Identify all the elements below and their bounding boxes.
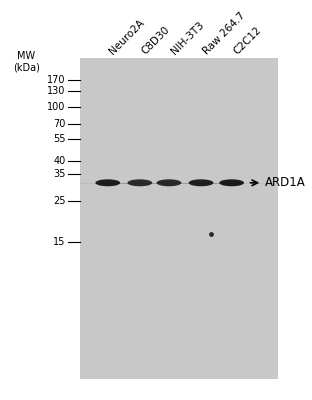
Text: 130: 130 — [47, 86, 66, 96]
Ellipse shape — [127, 179, 152, 186]
Ellipse shape — [189, 179, 213, 186]
Text: NIH-3T3: NIH-3T3 — [169, 20, 206, 56]
Text: Neuro2A: Neuro2A — [108, 18, 147, 56]
Text: 35: 35 — [53, 169, 66, 179]
Text: ARD1A: ARD1A — [265, 176, 306, 189]
Text: 40: 40 — [53, 156, 66, 166]
Text: 25: 25 — [53, 196, 66, 206]
Text: C2C12: C2C12 — [232, 25, 263, 56]
Text: MW
(kDa): MW (kDa) — [13, 50, 40, 72]
Text: 70: 70 — [53, 119, 66, 129]
Ellipse shape — [219, 179, 244, 186]
Text: C8D30: C8D30 — [140, 24, 172, 56]
Text: Raw 264.7: Raw 264.7 — [201, 10, 247, 56]
Text: 15: 15 — [53, 237, 66, 247]
FancyBboxPatch shape — [80, 58, 278, 379]
Ellipse shape — [95, 179, 120, 186]
Text: 55: 55 — [53, 134, 66, 144]
Text: 100: 100 — [47, 102, 66, 112]
Ellipse shape — [157, 179, 181, 186]
Text: 170: 170 — [47, 74, 66, 84]
